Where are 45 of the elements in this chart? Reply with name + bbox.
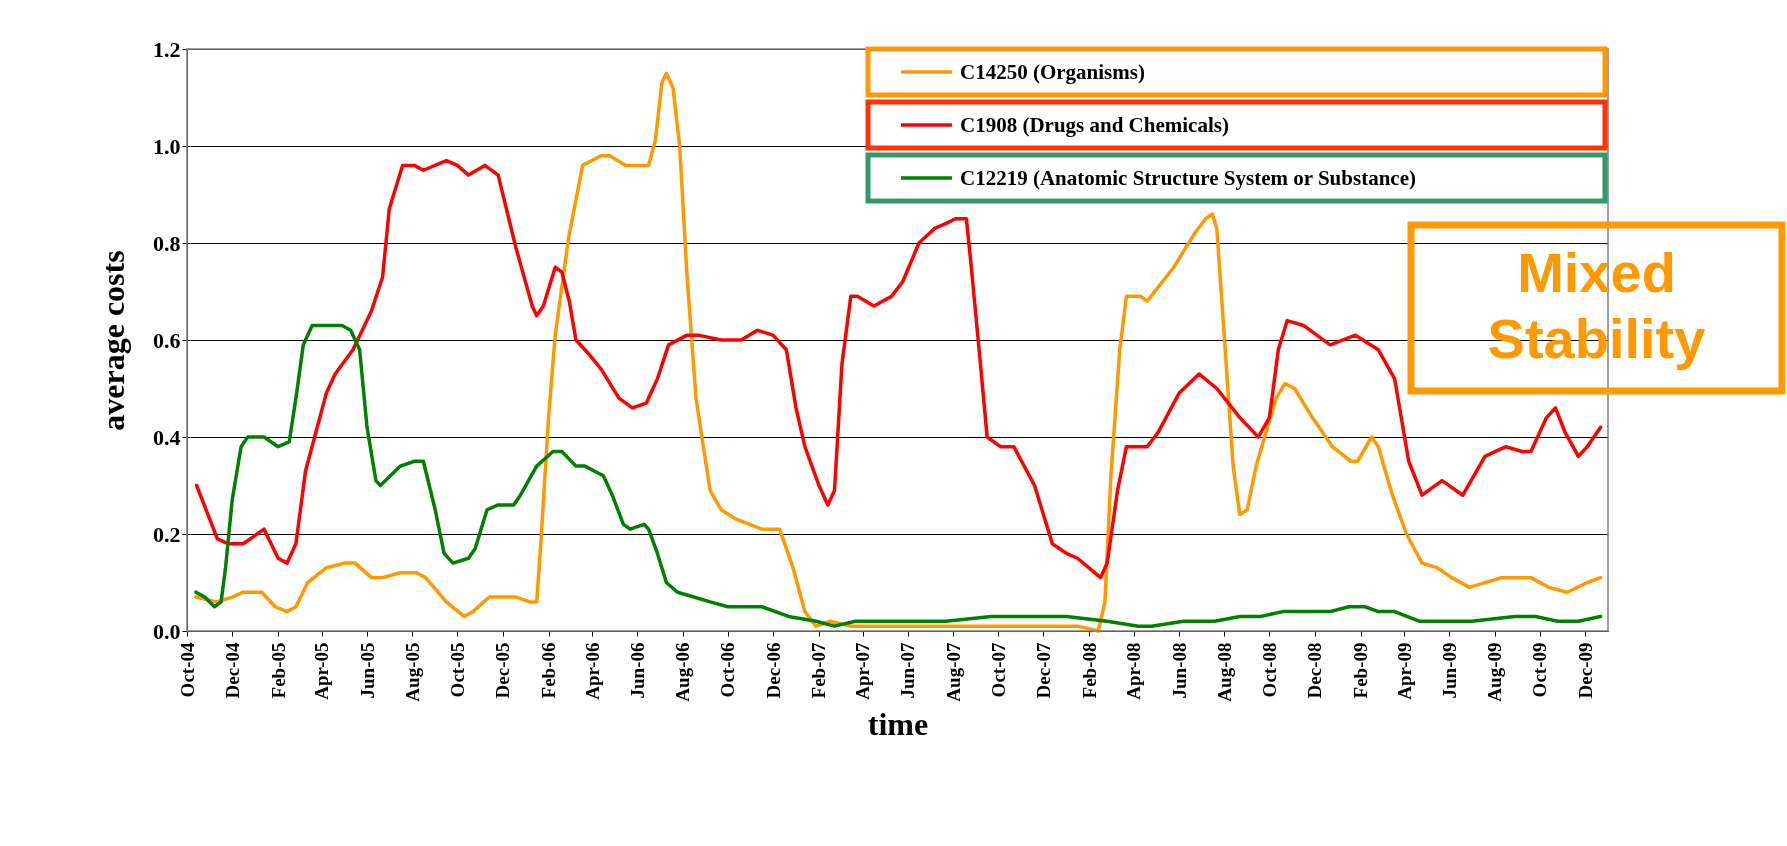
x-tick-label: Jun-09 xyxy=(1438,642,1460,699)
x-tick-label: Oct-07 xyxy=(987,642,1009,698)
annotation: Mixed Stability xyxy=(1487,241,1706,370)
x-tick-label: Aug-07 xyxy=(942,642,964,702)
x-tick-label: Jun-07 xyxy=(897,642,919,699)
x-tick-label: Dec-07 xyxy=(1032,642,1054,699)
x-tick-label: Oct-06 xyxy=(717,642,739,698)
x-tick-label: Aug-06 xyxy=(672,642,694,702)
x-tick-label: Oct-04 xyxy=(176,642,198,698)
x-tick-label: Oct-08 xyxy=(1258,642,1280,698)
legend-label: C12219 (Anatomic Structure System or Substance) xyxy=(960,166,1416,190)
x-tick-label: Aug-08 xyxy=(1213,642,1235,702)
x-tick-label: Oct-09 xyxy=(1529,642,1551,698)
x-tick-label: Feb-09 xyxy=(1350,642,1372,699)
x-tick-label: Dec-06 xyxy=(762,642,784,699)
x-tick-label: Jun-06 xyxy=(626,642,648,699)
y-tick-label: 0.4 xyxy=(153,424,181,450)
y-tick-label: 1.0 xyxy=(153,133,181,159)
y-tick-label: 1.2 xyxy=(153,36,181,62)
x-tick-label: Feb-08 xyxy=(1078,642,1100,699)
x-tick-label: Dec-04 xyxy=(221,642,243,699)
x-tick-label: Jun-08 xyxy=(1168,642,1190,699)
x-tick-label: Aug-09 xyxy=(1484,642,1506,702)
y-tick-label: 0.2 xyxy=(153,521,181,547)
x-tick-label: Dec-08 xyxy=(1304,642,1326,699)
y-axis-title: average costs xyxy=(95,250,131,431)
y-tick-label: 0.0 xyxy=(153,618,181,644)
x-tick-label: Apr-05 xyxy=(311,642,333,700)
x-tick-label: Aug-05 xyxy=(401,642,423,702)
x-tick-label: Apr-08 xyxy=(1123,642,1145,700)
y-tick-label: 0.6 xyxy=(153,327,181,353)
x-tick-label: Apr-09 xyxy=(1393,642,1415,700)
x-tick-label: Oct-05 xyxy=(446,642,468,698)
x-tick-label: Feb-07 xyxy=(808,642,830,699)
x-tick-label: Apr-06 xyxy=(581,642,603,700)
x-tick-label: Feb-05 xyxy=(267,642,289,699)
x-tick-label: Apr-07 xyxy=(852,642,874,700)
y-tick-label: 0.8 xyxy=(153,230,181,256)
legend-label: C1908 (Drugs and Chemicals) xyxy=(960,113,1229,137)
x-tick-label: Dec-05 xyxy=(492,642,514,699)
x-tick-label: Jun-05 xyxy=(356,642,378,699)
x-tick-label: Dec-09 xyxy=(1574,642,1596,699)
x-axis-title: time xyxy=(867,705,929,742)
legend-label: C14250 (Organisms) xyxy=(960,60,1145,84)
x-tick-label: Feb-06 xyxy=(538,642,560,699)
